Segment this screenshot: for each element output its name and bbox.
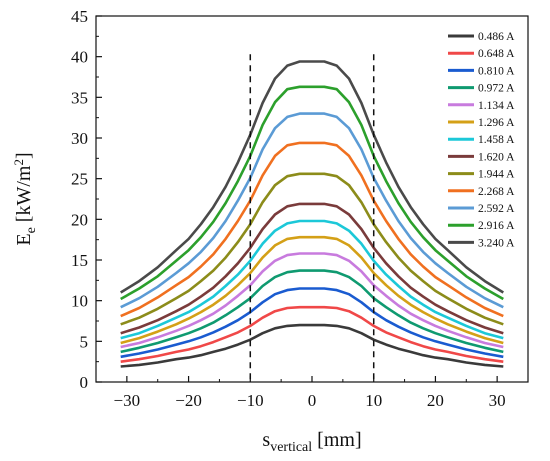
y-tick-label: 45 bbox=[71, 7, 88, 26]
x-axis-title: svertical [mm] bbox=[262, 429, 361, 455]
series-line-7 bbox=[120, 202, 504, 335]
series-line-10 bbox=[120, 112, 504, 309]
y-tick-label: 15 bbox=[71, 251, 88, 270]
legend-label-7: 1.620 A bbox=[478, 151, 515, 163]
legend-label-4: 1.134 A bbox=[478, 100, 515, 112]
y-tick-label: 20 bbox=[71, 210, 88, 229]
y-axis-title: Ee [kW/m2] bbox=[11, 152, 39, 245]
y-axis-title-unit-post: ] bbox=[13, 152, 35, 159]
y-axis-title-sup: 2 bbox=[11, 159, 26, 166]
legend-label-2: 0.810 A bbox=[478, 65, 515, 77]
x-axis-title-sub: vertical bbox=[270, 440, 312, 455]
series-line-8 bbox=[120, 172, 504, 326]
y-tick-label: 35 bbox=[71, 88, 88, 107]
legend-label-8: 1.944 A bbox=[478, 169, 515, 181]
series-line-4 bbox=[120, 252, 504, 349]
legend-label-6: 1.458 A bbox=[478, 134, 515, 146]
legend-label-11: 2.916 A bbox=[478, 220, 515, 232]
x-axis-title-base: s bbox=[262, 429, 270, 451]
reference-lines bbox=[249, 54, 375, 382]
x-tick-label: 20 bbox=[427, 391, 444, 410]
legend-label-10: 2.592 A bbox=[478, 203, 515, 215]
series-line-2 bbox=[120, 287, 504, 359]
series-line-0 bbox=[120, 323, 504, 368]
series-line-1 bbox=[120, 305, 504, 363]
x-tick-label: 30 bbox=[489, 391, 506, 410]
x-tick-label: −20 bbox=[175, 391, 202, 410]
y-tick-label: 5 bbox=[80, 332, 89, 351]
legend-label-0: 0.486 A bbox=[478, 31, 515, 43]
y-axis-title-sub: e bbox=[24, 227, 39, 233]
legend-label-1: 0.648 A bbox=[478, 48, 515, 60]
y-axis-title-base: E bbox=[13, 233, 35, 245]
legend-label-5: 1.296 A bbox=[478, 117, 515, 129]
y-axis-title-unit-pre: [kW/m bbox=[13, 165, 35, 227]
legend-label-3: 0.972 A bbox=[478, 83, 515, 95]
y-tick-label: 30 bbox=[71, 129, 88, 148]
legend: 0.486 A 0.648 A 0.810 A 0.972 A 1.134 A 1.296… bbox=[448, 31, 515, 249]
series-line-3 bbox=[120, 269, 504, 354]
legend-label-12: 3.240 A bbox=[478, 237, 515, 249]
y-tick-label: 10 bbox=[71, 292, 88, 311]
legend-label-9: 2.268 A bbox=[478, 186, 515, 198]
x-tick-label: 10 bbox=[365, 391, 382, 410]
x-tick-label: −10 bbox=[237, 391, 264, 410]
y-tick-label: 25 bbox=[71, 170, 88, 189]
y-tick-label: 0 bbox=[80, 373, 89, 392]
y-tick-label: 40 bbox=[71, 48, 88, 67]
series-line-11 bbox=[120, 85, 504, 301]
series-line-6 bbox=[120, 219, 504, 340]
x-tick-label: 0 bbox=[308, 391, 317, 410]
series-line-5 bbox=[120, 235, 504, 345]
series-line-9 bbox=[120, 141, 504, 318]
axis-ticks: −30 −20 −10 0 10 20 30 0 5 10 15 20 25 30 35 40 45 bbox=[71, 7, 529, 410]
x-tick-label: −30 bbox=[114, 391, 141, 410]
series-layer bbox=[120, 60, 504, 368]
series-line-12 bbox=[120, 60, 504, 294]
x-axis-title-unit: [mm] bbox=[312, 429, 361, 451]
